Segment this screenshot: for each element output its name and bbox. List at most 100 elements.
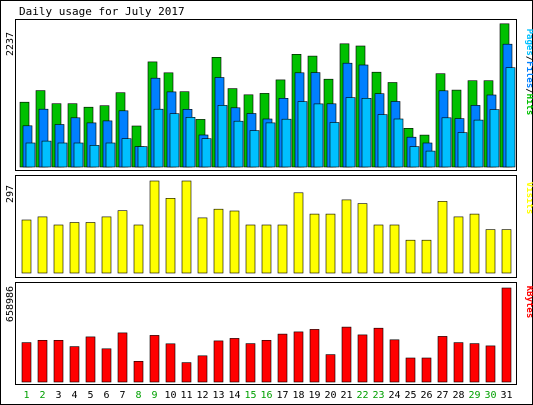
day-label-17: 17	[276, 390, 288, 401]
day-label-23: 23	[372, 390, 384, 401]
visits-panel	[15, 175, 517, 278]
day-label-21: 21	[340, 390, 352, 401]
bar-pages-day-6	[105, 142, 116, 168]
bar-kbytes-day-4	[69, 346, 80, 383]
bar-visits-day-18	[293, 192, 304, 274]
visits-max-label: 297	[5, 185, 16, 203]
bar-kbytes-day-28	[453, 342, 464, 383]
bar-kbytes-day-21	[341, 326, 352, 383]
bar-kbytes-day-11	[181, 362, 192, 383]
kbytes-bars	[21, 287, 512, 383]
bar-visits-day-31	[501, 229, 512, 274]
day-labels: 1 2 3 4 5 6 7 8 9 10 11 12 13 14 15 16 17 18 19 20 21 22 23 24 2…	[23, 390, 512, 401]
bar-kbytes-day-10	[165, 343, 176, 383]
bar-kbytes-day-3	[53, 339, 64, 383]
bar-pages-day-2	[41, 140, 52, 168]
bar-kbytes-day-25	[405, 357, 416, 383]
bar-visits-day-5	[85, 222, 96, 274]
day-label-8: 8	[135, 390, 141, 401]
kbytes-panel	[15, 282, 517, 385]
bar-pages-day-28	[457, 132, 468, 168]
bar-pages-day-8	[137, 146, 148, 168]
hits-legend: Pages/Files/Hits	[524, 29, 533, 116]
legend-sep-1: /	[524, 56, 533, 61]
bar-kbytes-day-17	[277, 333, 288, 383]
day-label-24: 24	[388, 390, 400, 401]
bar-pages-day-9	[153, 108, 164, 168]
bar-visits-day-4	[69, 222, 80, 274]
bar-visits-day-6	[101, 216, 112, 274]
bar-visits-day-30	[485, 229, 496, 274]
bar-pages-day-21	[345, 97, 356, 168]
bar-pages-day-19	[313, 103, 324, 168]
day-label-9: 9	[151, 390, 157, 401]
day-label-25: 25	[404, 390, 416, 401]
legend-pages: Pages	[524, 29, 533, 56]
bar-visits-day-27	[437, 201, 448, 274]
bar-visits-day-19	[309, 213, 320, 274]
bar-kbytes-day-20	[325, 354, 336, 383]
bar-pages-day-26	[425, 150, 436, 168]
bar-pages-day-23	[377, 114, 388, 168]
bar-pages-day-31	[505, 67, 516, 168]
bar-visits-day-9	[149, 180, 160, 274]
legend-sep-2: /	[524, 88, 533, 93]
bar-visits-day-25	[405, 239, 416, 274]
bar-visits-day-21	[341, 199, 352, 274]
day-label-11: 11	[180, 390, 192, 401]
bar-kbytes-day-9	[149, 335, 160, 383]
bar-pages-day-11	[185, 117, 196, 168]
bar-pages-day-4	[73, 142, 84, 168]
bar-kbytes-day-1	[21, 342, 32, 383]
bar-kbytes-day-12	[197, 355, 208, 383]
bar-pages-day-18	[297, 101, 308, 168]
bar-pages-day-22	[361, 98, 372, 168]
hits-panel	[15, 19, 517, 171]
legend-hits: Hits	[524, 94, 533, 116]
bar-kbytes-day-24	[389, 339, 400, 383]
day-label-7: 7	[119, 390, 125, 401]
bar-kbytes-day-7	[117, 332, 128, 383]
day-label-28: 28	[452, 390, 464, 401]
day-label-4: 4	[71, 390, 77, 401]
bar-kbytes-day-29	[469, 343, 480, 383]
bar-kbytes-day-2	[37, 339, 48, 383]
bar-visits-day-17	[277, 224, 288, 274]
bar-visits-day-26	[421, 239, 432, 274]
bar-visits-day-8	[133, 224, 144, 274]
day-label-3: 3	[55, 390, 61, 401]
bar-pages-day-1	[25, 142, 36, 168]
bar-visits-day-13	[213, 208, 224, 274]
bar-visits-day-16	[261, 224, 272, 274]
bar-visits-day-22	[357, 203, 368, 274]
bar-pages-day-17	[281, 118, 292, 168]
day-label-30: 30	[484, 390, 496, 401]
bar-kbytes-day-15	[245, 343, 256, 383]
bar-pages-day-13	[217, 105, 228, 168]
day-label-1: 1	[23, 390, 29, 401]
day-label-14: 14	[228, 390, 240, 401]
bar-visits-day-23	[373, 224, 384, 274]
hits-max-label: 2237	[5, 32, 16, 56]
bar-kbytes-day-14	[229, 338, 240, 383]
bar-pages-day-24	[393, 118, 404, 168]
bar-pages-day-15	[249, 130, 260, 168]
bar-visits-day-3	[53, 224, 64, 274]
bar-pages-day-7	[121, 138, 132, 168]
bar-visits-day-10	[165, 198, 176, 274]
bar-pages-day-30	[489, 109, 500, 168]
bar-visits-day-28	[453, 216, 464, 274]
hits-bars	[19, 23, 516, 168]
day-label-27: 27	[436, 390, 448, 401]
bar-visits-day-11	[181, 180, 192, 274]
bar-pages-day-27	[441, 117, 452, 168]
bar-kbytes-day-16	[261, 339, 272, 383]
bar-pages-day-10	[169, 113, 180, 168]
bar-pages-day-14	[233, 120, 244, 168]
bar-kbytes-day-27	[437, 336, 448, 383]
bar-kbytes-day-23	[373, 327, 384, 383]
bar-visits-day-12	[197, 217, 208, 274]
day-label-16: 16	[260, 390, 272, 401]
bar-visits-day-14	[229, 210, 240, 274]
